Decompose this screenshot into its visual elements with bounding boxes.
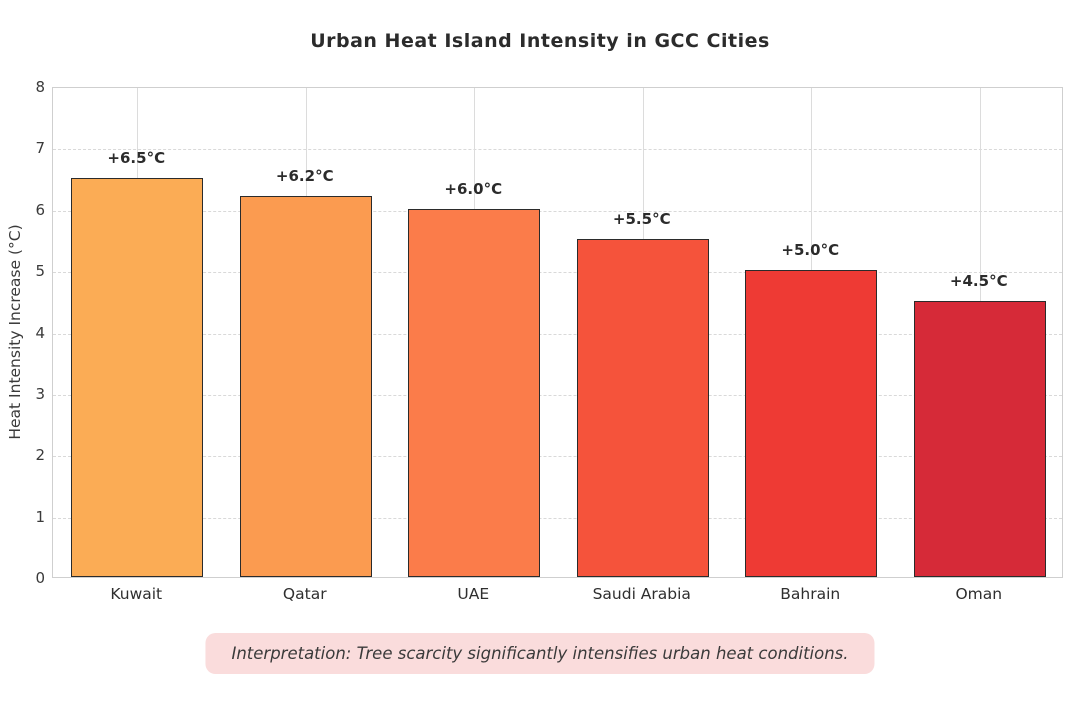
y-tick-label: 5 xyxy=(35,262,45,281)
y-tick-label: 3 xyxy=(35,384,45,403)
y-tick-label: 1 xyxy=(35,507,45,526)
bar-value-label: +5.0°C xyxy=(781,241,840,260)
horizontal-gridline xyxy=(53,149,1062,151)
bar-value-label: +4.5°C xyxy=(949,271,1008,290)
y-tick-label: 2 xyxy=(35,446,45,465)
plot-area xyxy=(52,87,1063,578)
bar-value-label: +6.0°C xyxy=(444,179,503,198)
bar-qatar xyxy=(239,196,372,577)
x-tick-label: Oman xyxy=(955,585,1003,603)
x-tick-label: Saudi Arabia xyxy=(592,585,691,603)
bar-saudi-arabia xyxy=(576,239,709,577)
horizontal-gridline xyxy=(53,456,1062,458)
bar-uae xyxy=(408,208,541,577)
y-tick-label: 4 xyxy=(35,323,45,342)
bar-oman xyxy=(913,300,1046,577)
x-tick-label: Bahrain xyxy=(780,585,841,603)
bar-bahrain xyxy=(745,270,878,577)
bar-value-label: +6.2°C xyxy=(275,167,334,186)
x-tick-label: Kuwait xyxy=(110,585,163,603)
horizontal-gridline xyxy=(53,210,1062,212)
bar-value-label: +6.5°C xyxy=(107,149,166,168)
chart-title: Urban Heat Island Intensity in GCC Citie… xyxy=(310,30,770,52)
y-tick-label: 6 xyxy=(35,200,45,219)
x-tick-label: Qatar xyxy=(282,585,327,603)
bar-value-label: +5.5°C xyxy=(612,210,671,229)
y-tick-label: 8 xyxy=(35,78,45,96)
y-tick-label: 7 xyxy=(35,139,45,158)
interpretation-note: Interpretation: Tree scarcity significan… xyxy=(205,633,875,674)
bar-kuwait xyxy=(71,178,204,577)
horizontal-gridline xyxy=(53,517,1062,519)
horizontal-gridline xyxy=(53,333,1062,335)
x-tick-label: UAE xyxy=(457,585,490,603)
y-tick-label: 0 xyxy=(35,569,45,587)
horizontal-gridline xyxy=(53,272,1062,274)
horizontal-gridline xyxy=(53,394,1062,396)
